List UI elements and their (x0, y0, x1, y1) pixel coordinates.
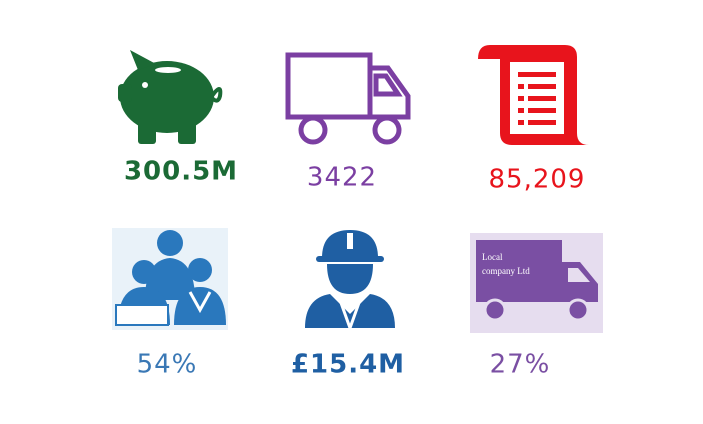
team-icon-part-part (174, 287, 226, 325)
receipt-icon-part-part (518, 108, 524, 113)
piggy-bank-icon-part (142, 82, 148, 88)
van-icon-part (483, 298, 507, 322)
truck-icon-part (367, 65, 411, 120)
team-icon-part (188, 291, 212, 314)
worker-icon-part (305, 294, 395, 328)
van-icon-part (476, 240, 562, 302)
piggy-bank-icon-part (178, 118, 196, 144)
stat-label: 54% (137, 350, 198, 380)
worker-icon-part (316, 256, 384, 262)
van-icon-part (568, 268, 590, 282)
van-icon-part (566, 298, 590, 322)
team-icon (112, 228, 228, 330)
worker-icon-part (327, 264, 373, 294)
stat-label: 300.5M (124, 157, 238, 187)
worker-icon-part (347, 233, 353, 249)
receipt-icon-part-part (528, 84, 556, 89)
team-icon-part-part (132, 260, 156, 284)
piggy-bank-icon-part (118, 84, 132, 102)
piggy-bank-icon-part (210, 87, 223, 103)
receipt-icon-part (518, 72, 556, 125)
receipt-icon (478, 45, 589, 145)
stat-label: £15.4M (291, 350, 405, 380)
team-icon-part (115, 304, 169, 326)
van-sign-line: company Ltd (482, 266, 530, 276)
receipt-icon-part-part (518, 72, 556, 77)
team-icon-part-part (157, 230, 183, 256)
worker-icon-part (338, 299, 362, 333)
receipt-icon-part-part (518, 96, 524, 101)
truck-icon-part (373, 73, 403, 97)
piggy-bank-icon-part (130, 50, 156, 70)
stat-label: 27% (490, 350, 551, 380)
stat-label: 3422 (307, 163, 377, 193)
van-icon: Local company Ltd (470, 233, 603, 333)
team-icon-part-part (145, 258, 195, 300)
truck-icon-part (372, 115, 402, 145)
team-icon-part-part (188, 258, 212, 282)
worker-icon (305, 230, 395, 333)
van-sign-line: Local (482, 252, 503, 262)
receipt-icon-part-part (518, 84, 524, 89)
piggy-bank-icon (118, 50, 223, 144)
stat-label: 85,209 (489, 165, 586, 195)
receipt-icon-part-part (528, 108, 556, 113)
truck-icon (285, 52, 411, 145)
piggy-bank-icon-part (138, 118, 156, 144)
truck-icon-part (298, 115, 328, 145)
receipt-icon-part-part (518, 120, 524, 125)
piggy-bank-icon-part (120, 61, 214, 133)
receipt-icon-part-part (528, 96, 556, 101)
receipt-icon-part-part (528, 120, 556, 125)
piggy-bank-icon-part (155, 67, 181, 73)
